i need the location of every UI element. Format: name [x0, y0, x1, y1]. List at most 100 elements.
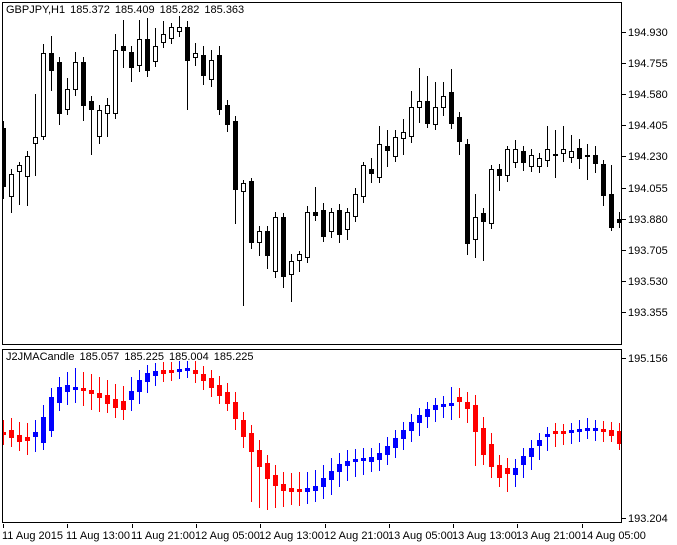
indicator-candle-body: [617, 431, 621, 444]
indicator-candle-body: [361, 458, 366, 461]
indicator-candle-body: [417, 415, 422, 423]
indicator-plot-area[interactable]: [3, 350, 621, 522]
candle-body: [17, 165, 22, 172]
main-price-row: 194.930: [621, 26, 668, 39]
candle-body: [105, 105, 110, 114]
price-tick: [621, 219, 626, 220]
price-label: 195.156: [628, 352, 668, 365]
main-chart-panel[interactable]: GBPJPY,H1 185.372 185.409 185.282 185.363: [2, 2, 622, 345]
time-tick: [260, 524, 261, 528]
candle-wick: [27, 151, 28, 206]
time-tick: [3, 524, 4, 528]
indicator-candle-wick: [275, 465, 276, 508]
indicator-candle-body: [409, 422, 414, 431]
price-tick: [621, 188, 626, 189]
candle-body: [25, 156, 30, 177]
candle-body: [33, 137, 38, 144]
main-price-row: 194.230: [621, 150, 668, 163]
close-value: 185.363: [204, 4, 245, 16]
indicator-candle-body: [345, 461, 350, 466]
candle-wick: [483, 208, 484, 261]
indicator-candle-body: [489, 444, 494, 467]
candle-body: [217, 55, 222, 110]
price-tick: [621, 312, 626, 313]
candle-body: [9, 174, 14, 197]
candle-wick: [299, 251, 300, 272]
time-label: 13 Aug 05:00: [388, 530, 453, 542]
main-plot-area[interactable]: [3, 3, 621, 344]
candle-body: [289, 261, 294, 275]
indicator-candle-body: [353, 459, 358, 462]
time-label: 14 Aug 05:00: [581, 530, 646, 542]
candle-body: [201, 55, 206, 76]
indicator-candle-body: [497, 465, 502, 478]
main-chart-title: GBPJPY,H1 185.372 185.409 185.282 185.363: [6, 4, 249, 16]
indicator-candle-body: [577, 429, 582, 432]
indicator-max-row: 195.156: [621, 352, 668, 365]
indicator-candle-wick: [507, 458, 508, 492]
indicator-candle-body: [73, 387, 78, 390]
indicator-candle-body: [593, 428, 598, 431]
time-axis[interactable]: 11 Aug 2015 11 Aug 13:00 11 Aug 21:00 12 Au…: [0, 523, 677, 545]
indicator-candle-wick: [571, 423, 572, 444]
indicator-candle-body: [369, 457, 374, 462]
indicator-candle-body: [185, 368, 190, 371]
main-price-row: 194.405: [621, 119, 668, 132]
price-tick: [621, 125, 626, 126]
candle-body: [433, 107, 438, 125]
price-label: 194.755: [628, 57, 668, 70]
main-price-row: 194.580: [621, 88, 668, 101]
indicator-candle-body: [457, 397, 462, 402]
price-label: 194.055: [628, 182, 668, 195]
price-axis[interactable]: 194.930 194.755 194.580 194.405 194.230 194.0…: [621, 0, 677, 525]
indicator-candle-body: [193, 370, 198, 374]
price-tick: [621, 518, 626, 519]
candle-body: [129, 52, 134, 68]
indicator-candle-body: [377, 453, 382, 460]
candle-body: [481, 213, 486, 222]
indicator-candle-body: [385, 446, 390, 455]
candle-body: [425, 101, 430, 124]
indicator-candle-body: [313, 486, 318, 491]
candle-body: [377, 144, 382, 178]
candle-body: [417, 101, 422, 108]
indicator-candle-wick: [75, 368, 76, 403]
high-value: 185.409: [114, 4, 155, 16]
indicator-candle-body: [3, 432, 6, 435]
indicator-candle-body: [513, 468, 518, 475]
candle-body: [361, 165, 366, 197]
time-label: 12 Aug 21:00: [324, 530, 389, 542]
indicator-candle-body: [585, 428, 590, 431]
candle-wick: [123, 20, 124, 68]
indicator-candle-body: [153, 371, 158, 376]
indicator-candle-body: [177, 369, 182, 372]
candle-body: [169, 27, 174, 39]
indicator-candle-wick: [459, 388, 460, 418]
price-tick: [621, 32, 626, 33]
candle-body: [209, 60, 214, 80]
indicator-candle-wick: [251, 425, 252, 502]
indicator-candle-body: [569, 430, 574, 433]
candle-body: [313, 212, 318, 216]
candle-body: [121, 46, 126, 51]
candle-body: [529, 155, 534, 167]
price-label: 194.580: [628, 88, 668, 101]
price-label: 194.930: [628, 26, 668, 39]
symbol-period-label: GBPJPY,H1: [6, 4, 66, 16]
candle-wick: [419, 68, 420, 123]
candle-body: [577, 148, 582, 159]
indicator-candle-body: [89, 390, 94, 394]
indicator-candle-body: [41, 417, 46, 443]
indicator-candle-body: [145, 373, 150, 382]
indicator-low-value: 185.004: [169, 351, 209, 363]
time-label: 13 Aug 13:00: [452, 530, 517, 542]
indicator-candle-body: [65, 385, 70, 392]
indicator-panel[interactable]: J2JMACandle 185.057 185.225 185.004 185.225: [2, 349, 622, 523]
candle-wick: [499, 164, 500, 191]
indicator-candle-body: [201, 374, 206, 381]
indicator-candle-body: [529, 448, 534, 457]
candle-wick: [187, 21, 188, 110]
time-tick: [132, 524, 133, 528]
time-tick: [325, 524, 326, 528]
indicator-candle-body: [113, 399, 118, 408]
